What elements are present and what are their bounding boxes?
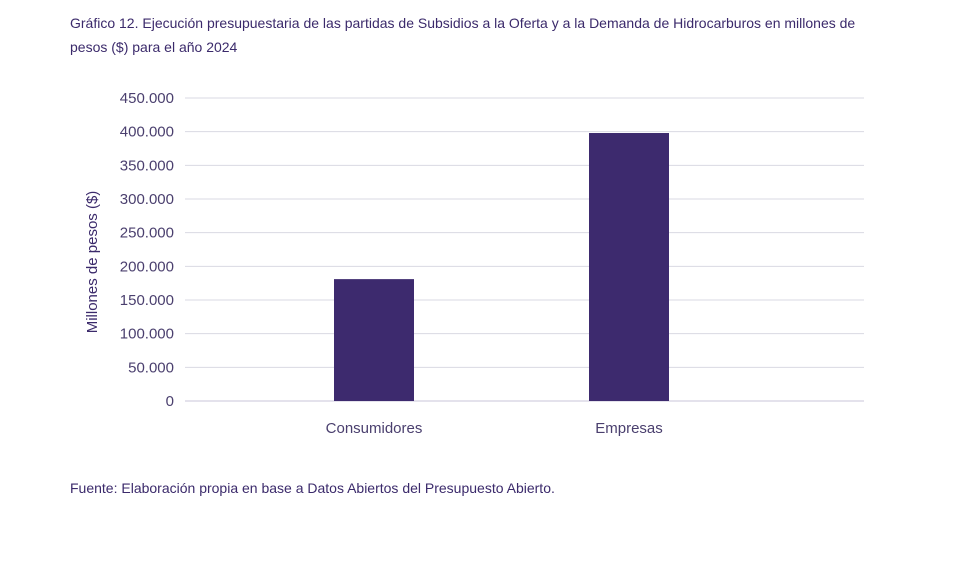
y-tick-label: 150.000	[120, 292, 174, 309]
y-axis-ticks: 0 50.000 100.000 150.000 200.000 250.000 300.0…	[120, 90, 174, 410]
y-tick-label: 200.000	[120, 258, 174, 275]
y-tick-label: 300.000	[120, 191, 174, 208]
y-tick-label: 0	[166, 393, 174, 410]
bar-chart: 0 50.000 100.000 150.000 200.000 250.000 300.0…	[84, 90, 864, 437]
x-category-label: Empresas	[595, 420, 663, 437]
x-axis-categories: Consumidores Empresas	[326, 420, 663, 437]
y-axis-label: Millones de pesos ($)	[84, 191, 101, 334]
y-tick-label: 100.000	[120, 326, 174, 343]
y-tick-label: 450.000	[120, 90, 174, 107]
y-tick-label: 350.000	[120, 157, 174, 174]
bar-empresas	[589, 133, 669, 401]
y-tick-label: 50.000	[128, 359, 174, 376]
y-tick-label: 400.000	[120, 124, 174, 141]
bars	[334, 133, 669, 401]
source-note: Fuente: Elaboración propia en base a Dat…	[70, 480, 555, 496]
y-tick-label: 250.000	[120, 225, 174, 242]
bar-consumidores	[334, 279, 414, 401]
gridlines	[185, 97, 864, 402]
x-category-label: Consumidores	[326, 420, 423, 437]
chart-title: Gráfico 12. Ejecución presupuestaria de …	[70, 15, 856, 55]
